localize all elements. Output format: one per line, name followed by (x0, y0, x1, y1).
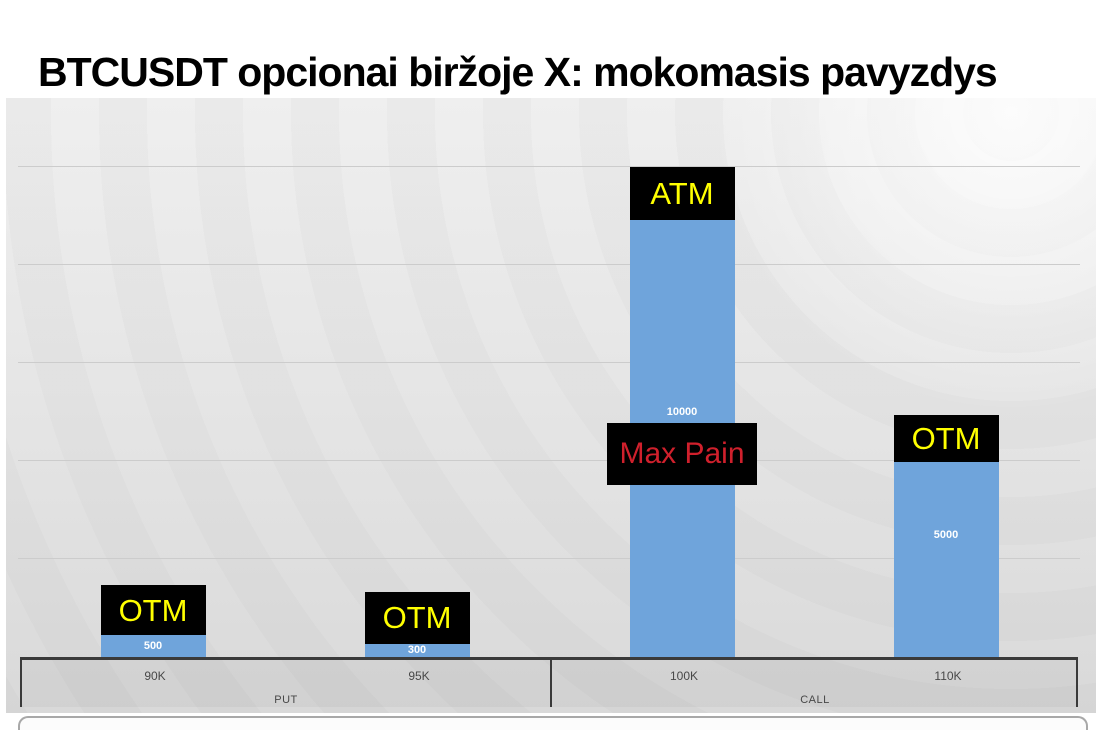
bar-value-label: 500 (143, 640, 163, 653)
put-call-divider (550, 660, 552, 707)
gridline (18, 558, 1080, 559)
bar-value-label: 5000 (933, 528, 959, 541)
group-label-put: PUT (274, 694, 298, 706)
annotation-otm: OTM (893, 414, 999, 462)
x-tick-95k: 95K (408, 669, 430, 683)
bottom-panel (18, 716, 1088, 730)
x-tick-100k: 100K (669, 669, 699, 683)
annotation-max-pain: Max Pain (607, 423, 757, 485)
x-tick-90k: 90K (144, 669, 166, 683)
annotation-atm: ATM (629, 167, 735, 220)
annotation-otm: OTM (364, 591, 470, 644)
category-axis: 90K 95K 100K 110K PUT CALL (20, 657, 1078, 707)
x-tick-110k: 110K (934, 669, 962, 683)
chart-title: BTCUSDT opcionai biržoje X: mokomasis pa… (38, 49, 998, 96)
bar-value-label: 300 (407, 644, 427, 657)
group-label-call: CALL (800, 694, 830, 706)
gridline (18, 362, 1080, 363)
gridline (18, 166, 1080, 167)
bar-95k (364, 643, 470, 657)
gridline (18, 460, 1080, 461)
gridline (18, 264, 1080, 265)
bar-90k (100, 635, 206, 657)
bar-value-label: 10000 (666, 406, 698, 419)
annotation-otm: OTM (100, 585, 206, 636)
plot-area: 500 300 10000 5000 90K 95K 100K 110K PUT CALL O… (6, 98, 1096, 713)
bar-110k (893, 438, 999, 657)
